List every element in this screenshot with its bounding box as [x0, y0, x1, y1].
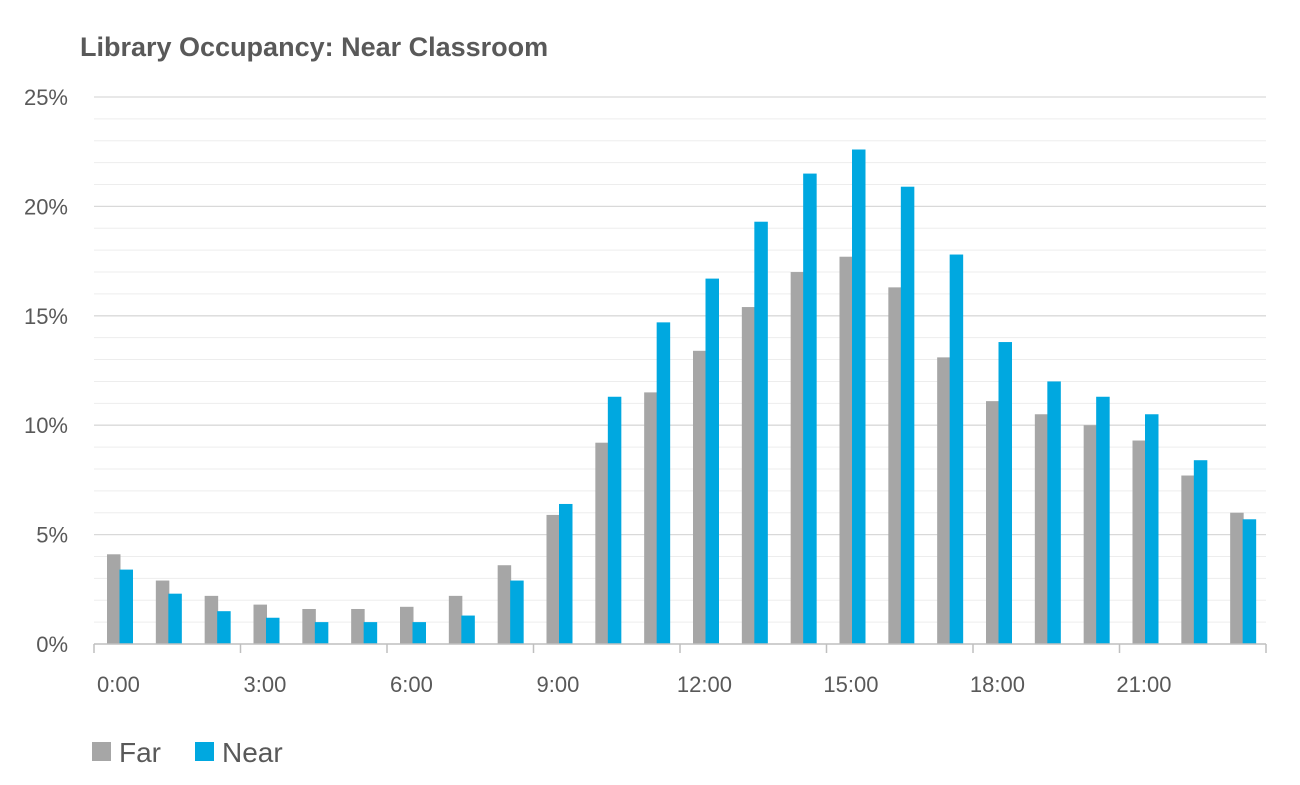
bar-far-11:00 — [644, 392, 658, 644]
x-tick-label: 15:00 — [823, 672, 878, 697]
y-tick-label: 20% — [24, 194, 68, 219]
x-tick-label: 9:00 — [537, 672, 580, 697]
bar-far-10:00 — [595, 442, 609, 644]
y-tick-label: 0% — [36, 632, 68, 657]
x-tick-label: 12:00 — [677, 672, 732, 697]
x-tick-label: 0:00 — [97, 672, 140, 697]
bar-near-2:00 — [217, 611, 231, 644]
x-axis: 0:00 3:00 6:00 9:00 12:00 15:00 18:00 21:00 — [93, 643, 1267, 697]
y-tick-label: 15% — [24, 304, 68, 329]
x-tick-label: 3:00 — [244, 672, 287, 697]
bar-far-20:00 — [1083, 425, 1098, 644]
legend-label-near: Near — [222, 737, 283, 768]
bar-far-3:00 — [253, 604, 267, 644]
bar-far-14:00 — [790, 272, 805, 644]
bar-near-10:00 — [607, 396, 622, 644]
bar-near-13:00 — [754, 221, 768, 644]
bar-near-20:00 — [1096, 396, 1110, 644]
bar-far-8:00 — [497, 565, 512, 644]
bar-far-12:00 — [693, 350, 707, 644]
y-axis-tick-labels: 0% 5% 10% 15% 20% 25% — [24, 85, 68, 657]
bar-far-16:00 — [888, 287, 902, 644]
y-tick-label: 25% — [24, 85, 68, 110]
bar-far-6:00 — [400, 606, 414, 644]
bar-near-22:00 — [1193, 460, 1208, 644]
bar-near-11:00 — [656, 322, 671, 644]
bar-near-19:00 — [1047, 381, 1061, 644]
bar-near-6:00 — [412, 622, 426, 644]
legend-label-far: Far — [119, 737, 161, 768]
bar-far-18:00 — [986, 401, 1000, 644]
bar-far-7:00 — [448, 595, 463, 644]
bar-near-1:00 — [168, 593, 182, 644]
bar-near-14:00 — [803, 173, 817, 644]
bar-near-0:00 — [119, 569, 133, 644]
bar-far-15:00 — [839, 256, 853, 644]
bar-far-22:00 — [1181, 475, 1195, 644]
gridlines — [94, 96, 1266, 623]
bar-far-21:00 — [1132, 440, 1146, 644]
y-tick-label: 10% — [24, 413, 68, 438]
bar-near-23:00 — [1242, 519, 1257, 644]
x-tick-label: 6:00 — [390, 672, 433, 697]
bar-far-13:00 — [741, 307, 756, 644]
bar-near-9:00 — [559, 503, 573, 644]
bar-near-16:00 — [900, 186, 915, 644]
bar-near-5:00 — [363, 622, 378, 644]
legend: Far Near — [92, 737, 283, 768]
bar-far-5:00 — [351, 608, 365, 644]
legend-swatch-near — [195, 742, 214, 761]
bar-far-1:00 — [155, 580, 170, 644]
x-tick-label: 21:00 — [1116, 672, 1171, 697]
bar-far-4:00 — [302, 608, 316, 644]
bar-far-2:00 — [204, 595, 219, 644]
bar-far-23:00 — [1230, 512, 1244, 644]
bar-near-3:00 — [266, 617, 280, 644]
bar-near-21:00 — [1145, 414, 1159, 644]
legend-swatch-far — [92, 742, 111, 761]
y-tick-label: 5% — [36, 523, 68, 548]
bar-far-9:00 — [546, 514, 560, 644]
bar-near-12:00 — [705, 278, 719, 644]
bar-series — [107, 149, 1257, 644]
bar-near-18:00 — [998, 342, 1012, 644]
bar-near-8:00 — [510, 580, 524, 644]
bar-far-19:00 — [1034, 414, 1049, 644]
bar-near-17:00 — [949, 254, 964, 644]
bar-near-4:00 — [314, 622, 329, 644]
chart-title: Library Occupancy: Near Classroom — [80, 32, 548, 62]
bar-far-17:00 — [937, 357, 951, 644]
bar-near-7:00 — [461, 615, 475, 644]
bar-near-15:00 — [852, 149, 866, 644]
x-tick-label: 18:00 — [970, 672, 1025, 697]
bar-far-0:00 — [107, 554, 121, 644]
